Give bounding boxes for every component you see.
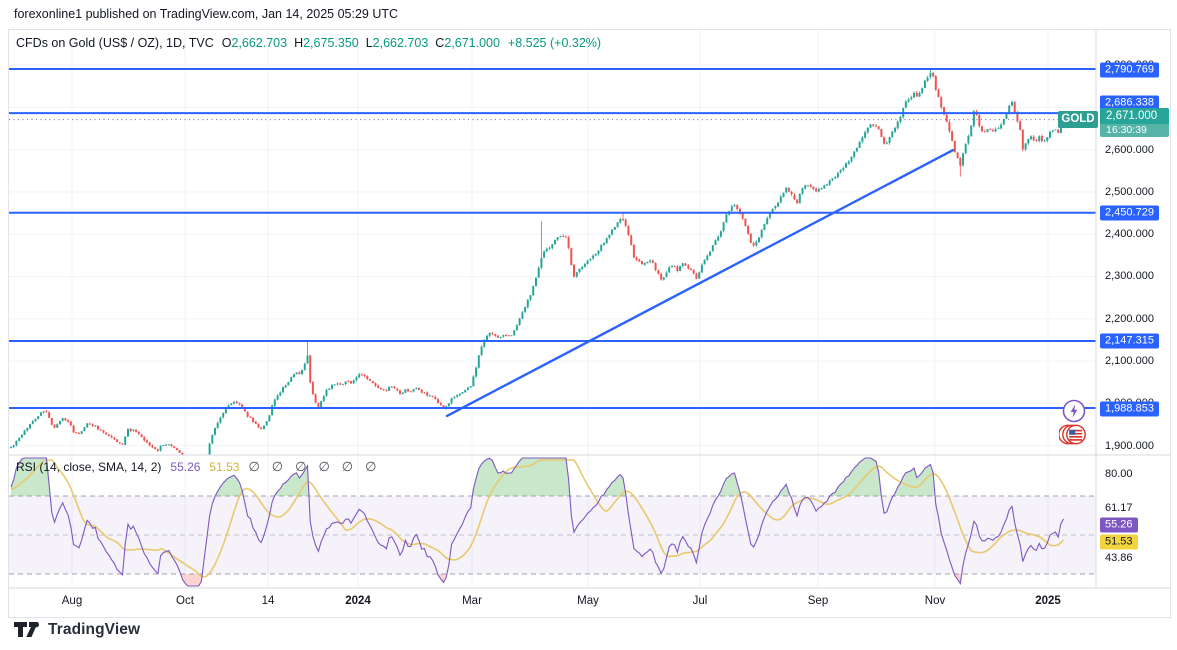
time-axis-tick: May (577, 595, 599, 607)
price-axis-tick: 2,200.000 (1105, 313, 1154, 325)
time-axis-tick: Jul (692, 595, 708, 607)
rsi-empty-glyph: ∅ (248, 459, 260, 474)
time-axis-tick: Mar (462, 595, 482, 607)
rsi-axis-tick: 80.00 (1105, 468, 1133, 480)
rsi-legend-row: RSI (14, close, SMA, 14, 2) 55.26 51.53 … (16, 459, 376, 475)
change-value: +8.525 (+0.32%) (507, 36, 602, 50)
rsi-empty-glyph: ∅ (365, 459, 377, 474)
rsi-axis-tick: 61.17 (1105, 502, 1133, 514)
price-axis-tick: 2,500.000 (1105, 186, 1154, 198)
time-axis-tick: Nov (924, 595, 946, 607)
rsi-legend-title[interactable]: RSI (14, close, SMA, 14, 2) (16, 460, 162, 474)
rsi-value: 55.26 (170, 460, 201, 474)
bar-countdown: 16:30:39 (1100, 124, 1169, 137)
time-axis[interactable]: Aug Oct 14 2024 Mar May Jul Sep Nov 2025 (9, 588, 1170, 618)
rsi-empty-glyph: ∅ (341, 459, 354, 474)
tradingview-brand-text[interactable]: TradingView (48, 621, 141, 638)
chart-widget: CFDs on Gold (US$ / OZ), 1D, TVC O2,662.… (8, 29, 1171, 618)
chart-legend-row: CFDs on Gold (US$ / OZ), 1D, TVC O2,662.… (16, 36, 601, 50)
price-axis-tick: 1,900.000 (1105, 440, 1154, 452)
ohlc-item: O2,662.703 (221, 36, 288, 50)
last-price-badge: 2,671.000 16:30:39 (1100, 108, 1169, 137)
rsi-empty-glyph: ∅ (318, 459, 330, 474)
price-axis-label: 2,790.769 (1100, 62, 1159, 78)
price-axis-tick: 2,300.000 (1105, 270, 1154, 282)
footer: TradingView (14, 621, 140, 639)
price-axis-label: 2,147.315 (1100, 333, 1159, 349)
time-axis-tick: 2024 (345, 595, 371, 607)
rsi-empty-values: ∅ ∅ ∅ ∅ ∅ ∅ (248, 459, 376, 475)
ohlc-values: O2,662.703 H2,675.350 L2,662.703 C2,671.000 (222, 36, 500, 50)
attribution-text: forexonline1 published on TradingView.co… (14, 7, 399, 21)
price-axis-label: 2,450.729 (1100, 205, 1159, 221)
symbol-title[interactable]: CFDs on Gold (US$ / OZ), 1D, TVC (16, 36, 214, 50)
rsi-axis-tick: 43.86 (1105, 552, 1133, 564)
symbol-price-flag: GOLD (1058, 111, 1098, 128)
price-axis-tick: 2,100.000 (1105, 355, 1154, 367)
rsi-empty-glyph: ∅ (295, 459, 307, 474)
rsi-ma-value: 51.53 (209, 460, 240, 474)
last-price: 2,671.000 (1100, 108, 1169, 124)
rsi-axis-label: 55.26 (1100, 517, 1138, 533)
price-axis-label: 2,686.338 (1100, 95, 1159, 111)
chart-canvas[interactable] (9, 30, 1170, 618)
time-axis-tick: 2025 (1035, 595, 1061, 607)
rsi-axis-label: 51.53 (1100, 534, 1138, 550)
ohlc-item: L2,662.703 (365, 36, 429, 50)
price-axis-label: 1,988.853 (1100, 401, 1159, 417)
time-axis-tick: Sep (807, 595, 829, 607)
ohlc-item: C2,671.000 (435, 36, 500, 50)
us-economic-event-icon[interactable] (1059, 423, 1089, 446)
tradingview-logo-icon[interactable] (14, 621, 41, 639)
flash-event-icon[interactable] (1062, 399, 1086, 423)
price-axis-tick: 2,400.000 (1105, 228, 1154, 240)
time-axis-tick: Aug (61, 595, 83, 607)
ohlc-item: H2,675.350 (294, 36, 359, 50)
rsi-empty-glyph: ∅ (271, 459, 284, 474)
time-axis-tick: 14 (261, 595, 275, 607)
time-axis-tick: Oct (176, 595, 194, 607)
price-axis[interactable]: 2,800.0002,790.7692,686.3382,600.0002,50… (1096, 30, 1170, 588)
price-axis-tick: 2,600.000 (1105, 144, 1154, 156)
